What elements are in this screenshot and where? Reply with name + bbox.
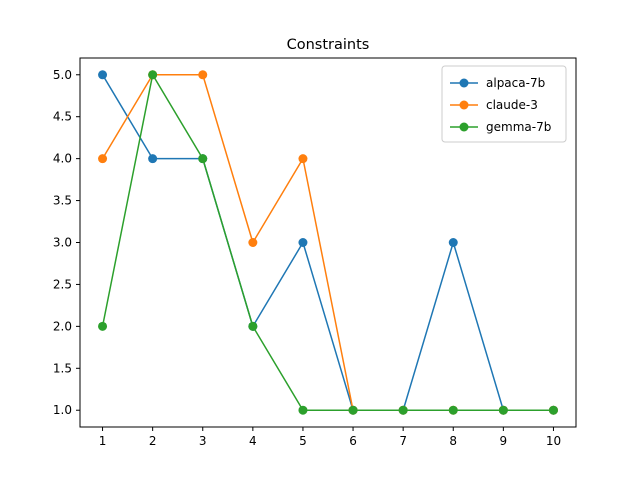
data-point xyxy=(548,405,558,415)
legend-marker xyxy=(459,100,469,110)
legend-label: alpaca-7b xyxy=(486,76,545,90)
legend: alpaca-7b claude-3 gemma-7b xyxy=(441,65,567,143)
series-line xyxy=(101,74,554,411)
x-tick-label: 9 xyxy=(500,434,508,448)
y-tick-label: 3.0 xyxy=(53,236,72,250)
data-point xyxy=(498,405,508,415)
chart-title: Constraints xyxy=(287,37,370,53)
legend-item: gemma-7b xyxy=(450,120,551,134)
legend-marker xyxy=(459,122,469,132)
data-point xyxy=(348,405,358,415)
data-point xyxy=(298,238,308,247)
data-point xyxy=(298,154,308,164)
series-gemma-7b xyxy=(98,70,558,415)
y-axis-ticks: 1.0 1.5 2.0 2.5 3.0 3.5 4.0 4.5 5.0 xyxy=(53,68,80,417)
series-line xyxy=(101,74,554,411)
y-tick-label: 2.0 xyxy=(53,319,72,333)
legend-item: claude-3 xyxy=(450,98,538,112)
legend-box xyxy=(441,65,567,143)
y-tick-label: 3.5 xyxy=(53,194,72,208)
data-point xyxy=(448,405,458,415)
x-tick-label: 8 xyxy=(449,434,457,448)
data-point xyxy=(248,321,258,331)
data-point xyxy=(198,70,208,80)
data-point xyxy=(398,405,408,415)
x-tick-label: 7 xyxy=(399,434,407,448)
x-tick-label: 10 xyxy=(546,434,561,448)
data-point xyxy=(98,321,108,331)
data-point xyxy=(148,70,158,80)
x-tick-label: 4 xyxy=(249,434,257,448)
y-tick-label: 2.5 xyxy=(53,277,72,291)
legend-marker xyxy=(459,78,469,88)
data-point xyxy=(448,238,458,247)
x-axis-ticks: 1 2 3 4 5 6 7 8 9 10 xyxy=(99,427,561,448)
data-point xyxy=(98,70,108,80)
data-point xyxy=(298,405,308,415)
plot-frame xyxy=(79,57,577,428)
x-tick-label: 5 xyxy=(299,434,307,448)
series-layer xyxy=(98,70,558,415)
data-point xyxy=(148,154,158,164)
x-tick-label: 2 xyxy=(149,434,157,448)
data-point xyxy=(248,238,258,247)
y-tick-label: 4.0 xyxy=(53,152,72,166)
y-tick-label: 5.0 xyxy=(53,68,72,82)
x-tick-label: 1 xyxy=(99,434,107,448)
data-point xyxy=(98,154,108,164)
legend-item: alpaca-7b xyxy=(450,76,545,90)
x-tick-label: 6 xyxy=(349,434,357,448)
y-tick-label: 1.5 xyxy=(53,361,72,375)
y-tick-label: 1.0 xyxy=(53,403,72,417)
legend-label: claude-3 xyxy=(486,98,538,112)
x-tick-label: 3 xyxy=(199,434,207,448)
data-point xyxy=(198,154,208,164)
legend-label: gemma-7b xyxy=(486,120,551,134)
y-tick-label: 4.5 xyxy=(53,110,72,124)
